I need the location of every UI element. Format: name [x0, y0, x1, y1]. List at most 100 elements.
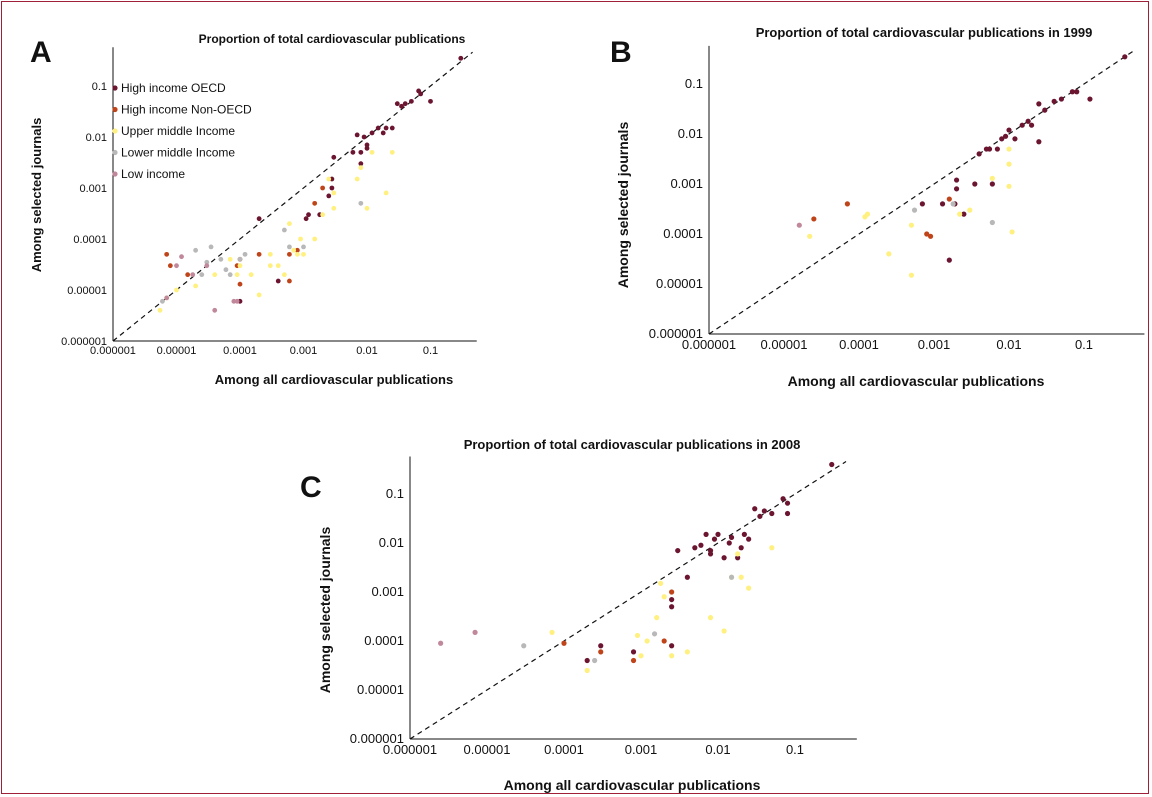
- panel-b-point: [1087, 96, 1093, 102]
- panel-c-point: [584, 657, 590, 664]
- panel-c-point: [784, 500, 791, 506]
- panel-b-x-tick: 0.1: [1075, 337, 1093, 352]
- panel-a-x-tick: 0.01: [356, 345, 377, 357]
- panel-a-x-tick: 0.1: [423, 345, 438, 357]
- panel-a-point: [320, 185, 326, 191]
- panel-a-point: [204, 259, 210, 265]
- panel-c-point: [634, 632, 641, 639]
- panel-c-point: [769, 510, 775, 517]
- panel-b-point: [924, 231, 930, 237]
- panel-a-y-tick: 0.001: [79, 183, 107, 195]
- panel-a-point: [402, 101, 408, 107]
- panel-b-point: [807, 233, 813, 239]
- panel-b-y-tick: 0.001: [670, 176, 703, 191]
- panel-c-point: [549, 629, 555, 635]
- panel-c-point: [703, 531, 709, 537]
- panel-c-point: [741, 531, 747, 537]
- panel-b-plot: 0.000001 0.00001 0.0001 0.001 0.01 0.1 0.00000…: [649, 45, 1145, 352]
- panel-a-point: [237, 281, 243, 287]
- panel-a-point: [179, 254, 184, 260]
- panel-a-x-tick: 0.000001: [90, 345, 136, 357]
- panel-a-point: [294, 251, 300, 257]
- panel-b-point: [911, 207, 918, 213]
- panel-b-point: [961, 211, 967, 217]
- panel-c-point: [746, 585, 752, 591]
- panel-c-point: [669, 604, 675, 610]
- panel-c-point: [692, 545, 698, 551]
- panel-a-point: [389, 125, 395, 131]
- panel-b-point: [919, 201, 925, 207]
- panel-b-title: Proportion of total cardiovascular publi…: [756, 25, 1093, 40]
- panel-c-point: [661, 594, 667, 600]
- panel-c-point: [707, 615, 714, 621]
- panel-a-y-tick: 0.0001: [73, 234, 107, 246]
- panel-a-point: [164, 251, 170, 257]
- panel-b-point: [989, 219, 995, 226]
- panel-c-x-tick: 0.01: [705, 742, 730, 757]
- panel-c-reference-line: [409, 461, 847, 740]
- legend-marker: [112, 171, 118, 177]
- panel-c-point: [726, 540, 732, 546]
- panel-c-point: [761, 508, 767, 514]
- panel-c-point: [715, 531, 721, 537]
- panel-b-point: [1051, 98, 1057, 104]
- panel-b-point: [1058, 96, 1065, 102]
- panel-b-point: [796, 222, 802, 228]
- panel-a-point: [312, 200, 318, 206]
- panel-a-point: [369, 130, 375, 136]
- panel-c-point: [472, 629, 478, 635]
- panel-c-point: [784, 510, 791, 517]
- panel-b-point: [864, 211, 871, 217]
- panel-c-x-tick: 0.1: [786, 742, 804, 757]
- panel-a-point: [354, 132, 360, 138]
- panel-a-point: [361, 134, 367, 140]
- panel-a-point: [242, 251, 248, 257]
- panel-b-point: [1012, 136, 1018, 142]
- panel-b-point: [1006, 183, 1012, 189]
- panel-a-point: [256, 251, 262, 257]
- panel-b-point: [946, 257, 952, 263]
- panel-b-point: [927, 233, 934, 239]
- legend-label: High income Non-OECD: [121, 103, 252, 117]
- panel-c-point: [707, 551, 714, 557]
- panel-a-point: [174, 287, 179, 293]
- panel-b-point: [967, 207, 973, 213]
- panel-c-plot: 0.000001 0.00001 0.0001 0.001 0.01 0.1 0.00000…: [350, 456, 857, 757]
- panel-a-point: [301, 244, 306, 250]
- panel-c-point: [752, 506, 758, 512]
- panel-a-point: [167, 263, 173, 269]
- legend-marker: [112, 149, 118, 156]
- panel-a-xlabel: Among all cardiovascular publications: [215, 372, 453, 387]
- panel-b-point: [976, 151, 982, 157]
- panel-b-x-tick: 0.01: [996, 337, 1021, 352]
- panel-b-point: [994, 146, 1000, 152]
- panel-a-plot: 0.000001 0.00001 0.0001 0.001 0.01 0.1 0.00000…: [61, 47, 477, 357]
- panel-c-y-tick: 0.00001: [357, 682, 404, 697]
- panel-a-point: [301, 251, 306, 257]
- legend-label: Upper middle Income: [121, 124, 235, 138]
- panel-b-reference-line: [708, 50, 1135, 335]
- panel-b-y-tick: 0.00001: [656, 276, 703, 291]
- panel-letter-a: A: [30, 36, 52, 69]
- panel-b-point: [1122, 54, 1128, 60]
- panel-b-point: [844, 201, 850, 207]
- panel-a-point: [458, 55, 464, 61]
- panel-a-point: [204, 263, 210, 269]
- panel-b-point: [1036, 101, 1042, 107]
- panel-c-point: [630, 649, 637, 655]
- panel-c-point: [651, 631, 658, 637]
- panel-a-point: [275, 263, 281, 269]
- panel-b-point: [953, 186, 960, 192]
- panel-c-point: [630, 657, 637, 664]
- panel-a-legend: High income OECD High income Non-OECD Uppe…: [112, 81, 252, 181]
- panel-c-point: [658, 580, 664, 586]
- panel-a-ylabel: Among selected journals: [29, 118, 44, 273]
- panel-a-point: [267, 263, 273, 269]
- panel-b-point: [1002, 133, 1009, 139]
- panel-b-point: [811, 216, 817, 222]
- panel-c-point: [438, 640, 444, 646]
- panel-a-y-tick: 0.1: [92, 81, 107, 93]
- panel-c-point: [561, 640, 567, 646]
- panel-b-point: [950, 201, 956, 207]
